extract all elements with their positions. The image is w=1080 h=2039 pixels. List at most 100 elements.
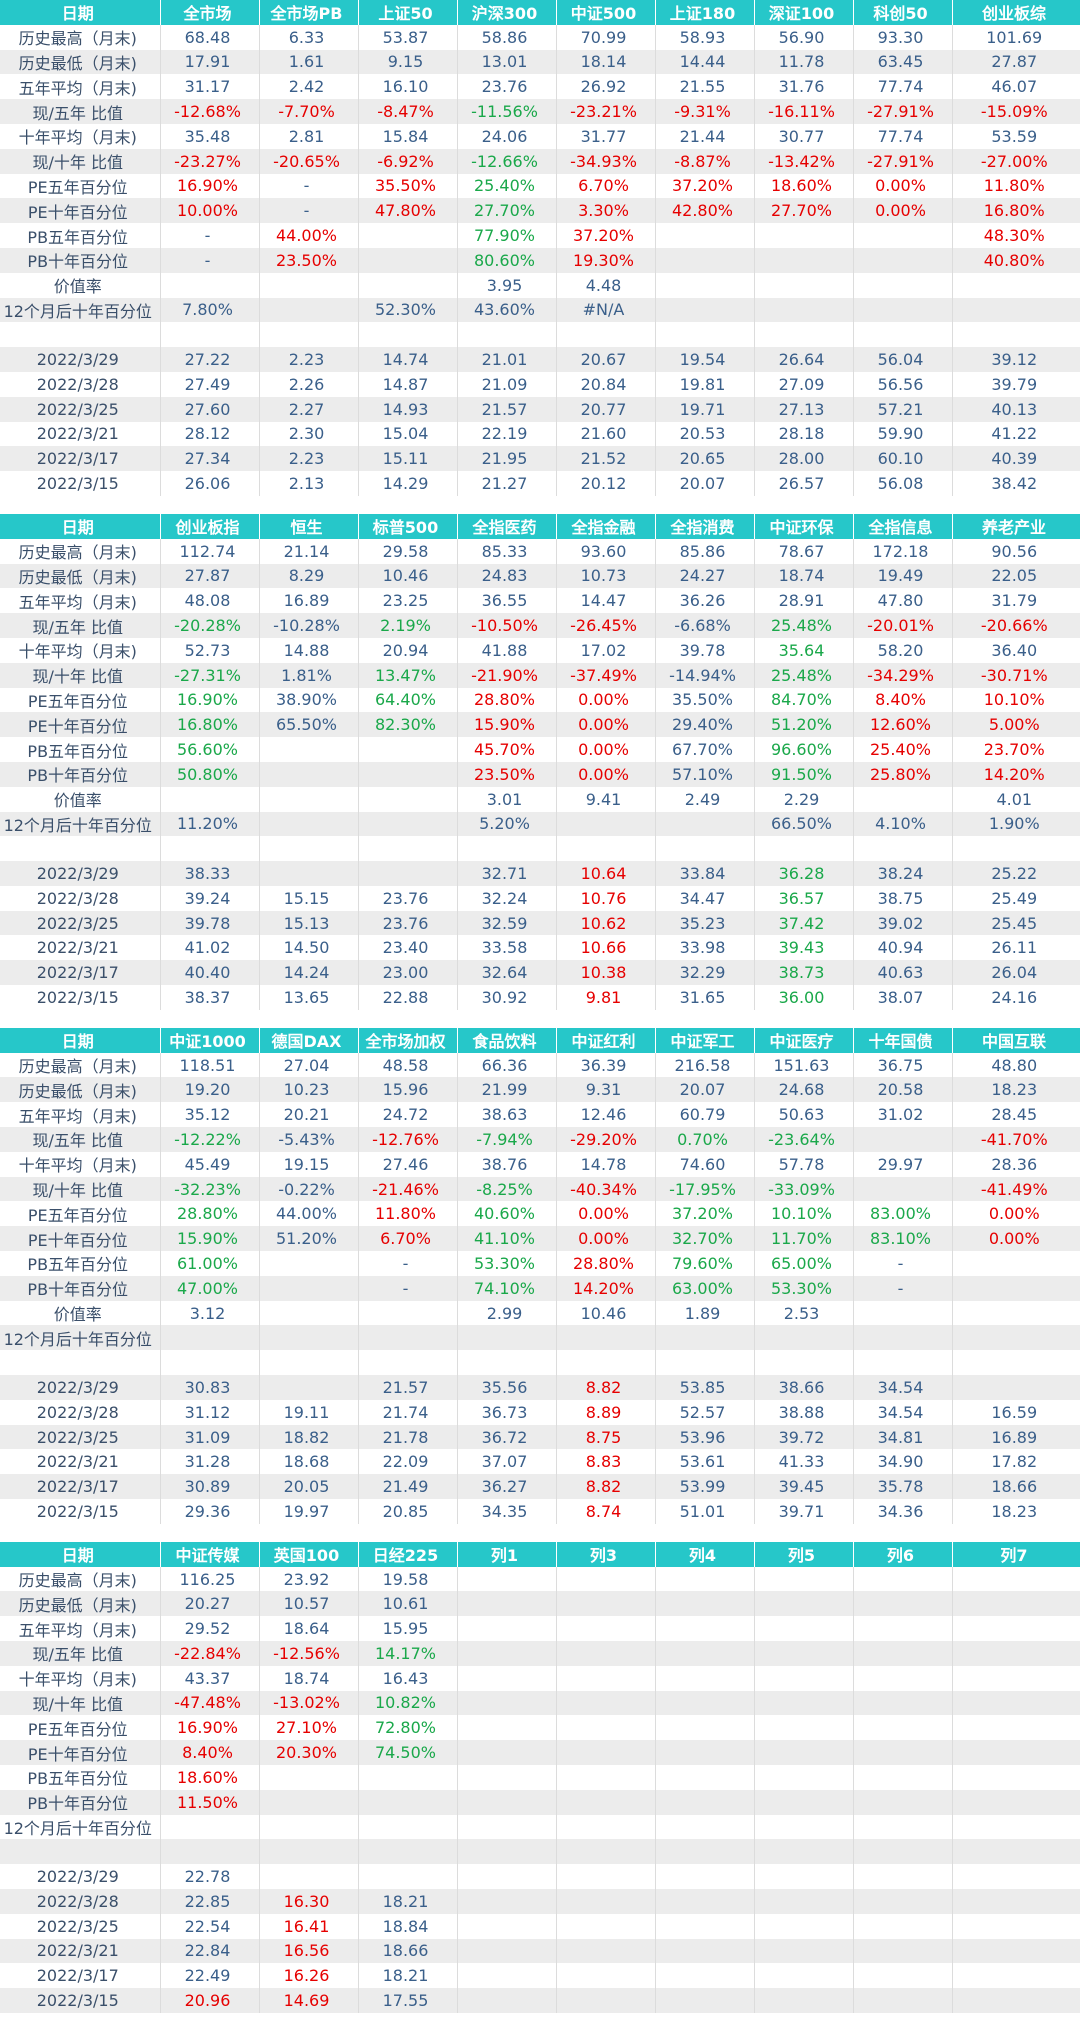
value-cell[interactable]: 27.22 <box>160 347 260 372</box>
value-cell[interactable] <box>358 272 458 298</box>
value-cell[interactable]: -13.42% <box>754 148 854 174</box>
value-cell[interactable]: 39.02 <box>853 910 953 936</box>
value-cell[interactable]: 38.73 <box>754 960 854 986</box>
row-label-cell[interactable]: 十年平均（月末) <box>0 1665 161 1691</box>
value-cell[interactable]: 18.74 <box>259 1665 359 1691</box>
row-label-cell[interactable] <box>0 836 161 862</box>
value-cell[interactable] <box>259 836 359 862</box>
value-cell[interactable]: 34.54 <box>853 1375 953 1400</box>
value-cell[interactable]: 39.45 <box>754 1474 854 1500</box>
value-cell[interactable]: 16.89 <box>259 588 359 614</box>
value-cell[interactable] <box>655 223 755 248</box>
value-cell[interactable]: 53.30% <box>457 1251 557 1276</box>
value-cell[interactable] <box>655 1325 755 1351</box>
value-cell[interactable]: 56.90 <box>754 24 854 50</box>
value-cell[interactable]: 20.58 <box>853 1077 953 1103</box>
value-cell[interactable]: -8.47% <box>358 99 458 124</box>
value-cell[interactable]: 15.90% <box>457 712 557 738</box>
row-label-cell[interactable]: 十年平均（月末) <box>0 123 161 149</box>
row-label-cell[interactable]: 现/十年 比值 <box>0 1176 161 1202</box>
value-cell[interactable]: 36.00 <box>754 985 854 1010</box>
value-cell[interactable]: 74.10% <box>457 1275 557 1301</box>
value-cell[interactable]: -27.00% <box>952 148 1080 174</box>
value-cell[interactable]: 77.74 <box>853 123 953 149</box>
value-cell[interactable] <box>655 1938 755 1964</box>
value-cell[interactable] <box>358 223 458 248</box>
value-cell[interactable] <box>358 811 458 837</box>
row-label-cell[interactable]: 2022/3/17 <box>0 1474 161 1500</box>
value-cell[interactable] <box>457 1690 557 1716</box>
value-cell[interactable]: - <box>853 1275 953 1301</box>
value-cell[interactable] <box>853 322 953 348</box>
value-cell[interactable]: 58.86 <box>457 24 557 50</box>
value-cell[interactable] <box>655 1350 755 1376</box>
value-cell[interactable]: 53.59 <box>991 126 1038 146</box>
column-header[interactable]: 深证100 <box>754 0 854 25</box>
row-label-cell[interactable]: 价值率 <box>0 1300 161 1326</box>
column-header[interactable]: 中证传媒 <box>160 1541 260 1567</box>
value-cell[interactable]: 79.60% <box>655 1251 755 1276</box>
value-cell[interactable]: 39.79 <box>991 374 1038 394</box>
value-cell[interactable]: 118.51 <box>160 1052 260 1078</box>
value-cell[interactable]: 24.27 <box>655 563 755 589</box>
value-cell[interactable] <box>952 1938 1080 1964</box>
value-cell[interactable]: 24.68 <box>754 1077 854 1103</box>
value-cell[interactable] <box>556 1641 656 1666</box>
row-label-cell[interactable]: 历史最高（月末) <box>0 1052 161 1078</box>
value-cell[interactable]: 23.40 <box>358 935 458 961</box>
value-cell[interactable] <box>754 1325 854 1351</box>
value-cell[interactable]: 57.78 <box>754 1151 854 1177</box>
column-header[interactable]: 中证红利 <box>556 1027 656 1053</box>
value-cell[interactable] <box>853 1325 953 1351</box>
row-label-cell[interactable]: 十年平均（月末) <box>0 1151 161 1177</box>
value-cell[interactable]: 20.67 <box>556 347 656 372</box>
column-header[interactable]: 全指信息 <box>853 513 953 539</box>
value-cell[interactable] <box>655 1764 755 1790</box>
value-cell[interactable]: -20.65% <box>259 148 359 174</box>
value-cell[interactable]: -8.25% <box>457 1176 557 1202</box>
value-cell[interactable] <box>952 1251 1080 1276</box>
value-cell[interactable]: 15.96 <box>358 1077 458 1103</box>
value-cell[interactable]: 36.57 <box>754 885 854 911</box>
column-header[interactable]: 上证50 <box>358 0 458 25</box>
value-cell[interactable]: 96.60% <box>754 737 854 762</box>
value-cell[interactable]: 10.38 <box>556 960 656 986</box>
value-cell[interactable]: 101.69 <box>986 27 1043 47</box>
value-cell[interactable]: 21.57 <box>358 1375 458 1400</box>
value-cell[interactable]: 19.58 <box>358 1566 458 1592</box>
value-cell[interactable] <box>556 1789 656 1815</box>
value-cell[interactable]: 28.91 <box>754 588 854 614</box>
value-cell[interactable]: 10.57 <box>259 1591 359 1617</box>
value-cell[interactable] <box>952 1715 1080 1740</box>
value-cell[interactable]: 14.20% <box>556 1275 656 1301</box>
value-cell[interactable]: 19.97 <box>259 1499 359 1524</box>
column-header[interactable]: 列1 <box>457 1541 557 1567</box>
value-cell[interactable]: 37.20% <box>655 173 755 199</box>
value-cell[interactable]: 59.90 <box>853 421 953 447</box>
value-cell[interactable]: 56.08 <box>853 471 953 496</box>
value-cell[interactable]: 28.36 <box>991 1154 1038 1174</box>
row-label-cell[interactable]: 五年平均（月末) <box>0 74 161 100</box>
value-cell[interactable] <box>655 1963 755 1989</box>
value-cell[interactable]: 15.95 <box>358 1616 458 1641</box>
value-cell[interactable]: 40.40 <box>160 960 260 986</box>
value-cell[interactable] <box>754 1740 854 1765</box>
value-cell[interactable]: 60.79 <box>655 1102 755 1128</box>
value-cell[interactable]: 21.78 <box>358 1424 458 1450</box>
value-cell[interactable]: 23.76 <box>358 910 458 936</box>
value-cell[interactable]: 27.87 <box>160 563 260 589</box>
value-cell[interactable]: 28.45 <box>991 1105 1038 1125</box>
value-cell[interactable]: 39.43 <box>754 935 854 961</box>
value-cell[interactable]: 9.15 <box>358 49 458 75</box>
value-cell[interactable]: 39.78 <box>160 910 260 936</box>
value-cell[interactable] <box>259 297 359 323</box>
value-cell[interactable]: 16.56 <box>259 1938 359 1964</box>
value-cell[interactable] <box>952 1301 1080 1326</box>
value-cell[interactable] <box>754 1665 854 1691</box>
value-cell[interactable]: 25.40% <box>853 737 953 762</box>
value-cell[interactable]: 31.79 <box>991 591 1038 611</box>
value-cell[interactable] <box>259 811 359 837</box>
row-label-cell[interactable]: PB十年百分位 <box>0 1789 161 1815</box>
value-cell[interactable]: 48.80 <box>991 1055 1038 1075</box>
value-cell[interactable] <box>358 247 458 273</box>
